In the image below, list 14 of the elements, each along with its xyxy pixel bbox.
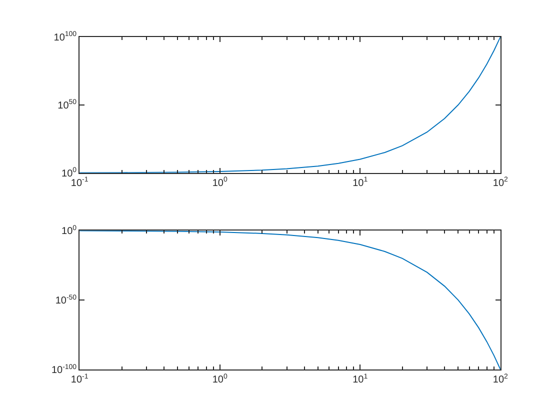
x-tick-label: 10$^{1}$ (352, 373, 368, 386)
x-tick-label: 10$^{2}$ (492, 176, 508, 189)
y-tick-label: 10$^{-50}$ (55, 294, 77, 307)
y-tick-label: 10$^{-100}$ (51, 364, 77, 376)
x-tick-label: 10$^{-1}$ (70, 373, 88, 386)
y-tick-label: 10$^{50}$ (58, 99, 77, 112)
x-tick-label: 10$^{-1}$ (70, 176, 88, 189)
x-tick-label: 10$^{0}$ (212, 176, 228, 189)
y-tick-label: 10$^{0}$ (62, 167, 77, 180)
y-tick-label: 10$^{100}$ (54, 31, 77, 44)
x-tick-label: 10$^{0}$ (212, 373, 228, 386)
x-tick-label: 10$^{1}$ (352, 176, 368, 189)
x-tick-label: 10$^{2}$ (492, 373, 508, 386)
y-tick-label: 10$^{0}$ (62, 224, 77, 238)
